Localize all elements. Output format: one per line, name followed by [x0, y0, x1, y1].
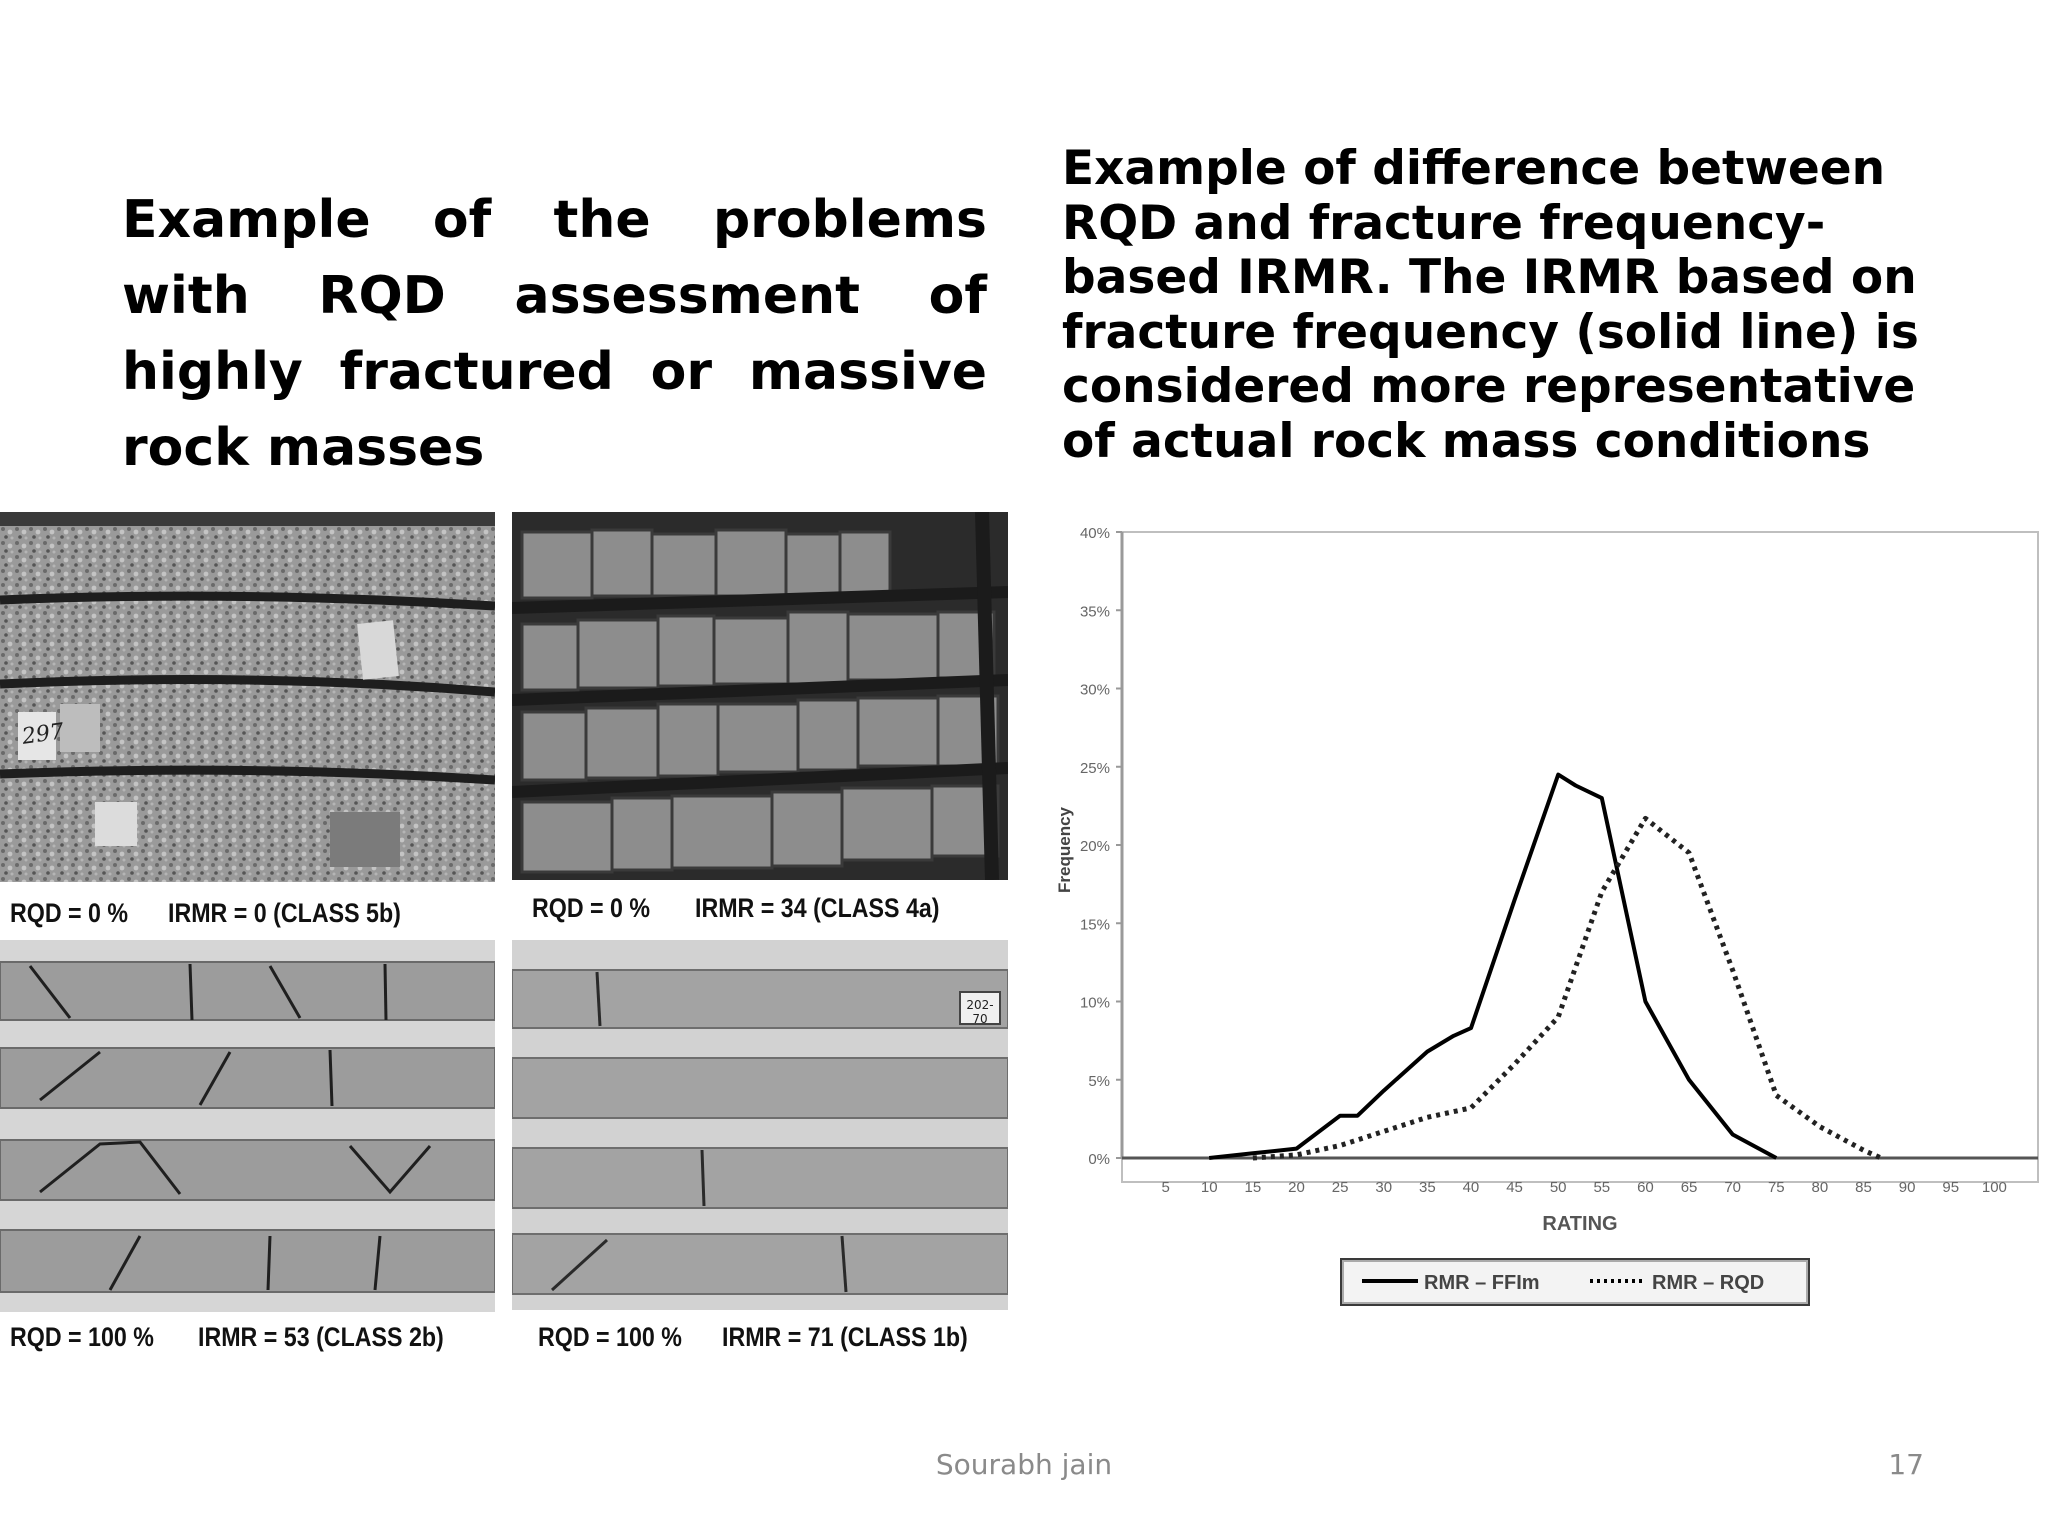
x-tick-label: 45: [1506, 1179, 1523, 1196]
right-heading: Example of difference between RQD and fr…: [1062, 141, 1919, 469]
x-tick-label: 5: [1161, 1179, 1169, 1196]
series-line-rmr-ffim: [1208, 772, 1778, 1160]
photo-4-rqd: RQD = 100 %: [538, 1322, 682, 1352]
core-photo-intact-fractured: [0, 940, 495, 1312]
intact-core-image-2: [512, 940, 1008, 1310]
x-tick-label: 90: [1899, 1179, 1916, 1196]
left-heading: Example of the problems with RQD assessm…: [122, 190, 987, 478]
y-tick-label: 20%: [1080, 838, 1110, 855]
x-tick-label: 50: [1550, 1179, 1567, 1196]
photo-2-irmr: IRMR = 34 (CLASS 4a): [695, 893, 940, 923]
photo-3-rqd: RQD = 100 %: [10, 1322, 154, 1352]
x-tick-label: 95: [1942, 1179, 1959, 1196]
photo-2-rqd: RQD = 0 %: [532, 893, 651, 923]
x-tick-label: 75: [1768, 1179, 1785, 1196]
broken-core-image: [512, 512, 1008, 880]
x-tick-label: 85: [1855, 1179, 1872, 1196]
x-tick-label: 55: [1593, 1179, 1610, 1196]
core-label-202-70: 202-70: [966, 998, 994, 1026]
y-axis-label: Frequency: [1055, 806, 1074, 893]
x-tick-label: 25: [1332, 1179, 1349, 1196]
x-tick-label: 10: [1201, 1179, 1218, 1196]
x-tick-label: 80: [1812, 1179, 1829, 1196]
y-tick-label: 40%: [1080, 525, 1110, 542]
x-tick-label: 100: [1982, 1179, 2007, 1196]
core-photo-massive: 202-70: [512, 940, 1008, 1310]
page-number: 17: [1888, 1448, 1924, 1481]
x-tick-label: 70: [1724, 1179, 1741, 1196]
photo-3-irmr: IRMR = 53 (CLASS 2b): [198, 1322, 444, 1352]
frequency-chart: 0% 5% 10% 15% 20% 25% 30% 35% 40% 5 10 15 20 25 30 35 4…: [1040, 510, 2048, 1315]
x-tick-label: 20: [1288, 1179, 1305, 1196]
y-tick-label: 30%: [1080, 682, 1110, 699]
x-tick-label: 30: [1375, 1179, 1392, 1196]
y-tick-label: 10%: [1080, 995, 1110, 1012]
intact-core-image-1: [0, 940, 495, 1312]
x-tick-label: 15: [1245, 1179, 1262, 1196]
x-tick-label: 35: [1419, 1179, 1436, 1196]
photo-1-irmr: IRMR = 0 (CLASS 5b): [168, 898, 401, 928]
y-tick-label: 15%: [1080, 916, 1110, 933]
core-photo-crushed: 297: [0, 512, 495, 882]
frequency-chart-svg: 0% 5% 10% 15% 20% 25% 30% 35% 40% 5 10 15 20 25 30 35 4…: [1040, 510, 2048, 1315]
y-tick-label: 35%: [1080, 603, 1110, 620]
y-tick-label: 5%: [1088, 1073, 1110, 1090]
legend-label-rqd: RMR – RQD: [1652, 1272, 1764, 1294]
crushed-core-image: [0, 512, 495, 882]
x-tick-label: 40: [1463, 1179, 1480, 1196]
legend: RMR – FFIm RMR – RQD: [1340, 1258, 1810, 1306]
y-tick-label: 25%: [1080, 760, 1110, 777]
footer-author: Sourabh jain: [935, 1448, 1113, 1481]
x-tick-label: 65: [1681, 1179, 1698, 1196]
y-tick-label: 0%: [1088, 1151, 1110, 1168]
x-tick-label: 60: [1637, 1179, 1654, 1196]
series-line-rmr-rqd: [1252, 815, 1883, 1161]
legend-label-ffim: RMR – FFIm: [1424, 1272, 1540, 1294]
core-photo-broken: [512, 512, 1008, 880]
photo-1-rqd: RQD = 0 %: [10, 898, 129, 928]
photo-4-irmr: IRMR = 71 (CLASS 1b): [722, 1322, 968, 1352]
x-axis-label: RATING: [1542, 1213, 1617, 1235]
